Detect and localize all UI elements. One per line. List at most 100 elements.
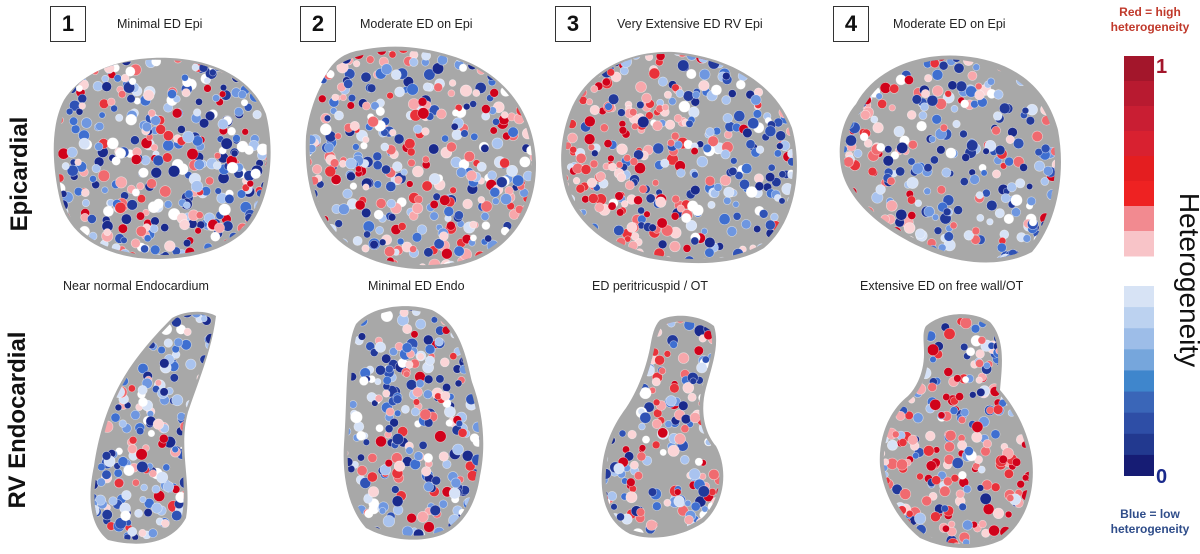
heterogeneity-dot <box>84 335 93 344</box>
heterogeneity-dot <box>147 109 156 118</box>
heterogeneity-dot <box>386 91 394 100</box>
heterogeneity-dot <box>96 477 106 487</box>
heterogeneity-dot <box>706 424 716 434</box>
heterogeneity-dot <box>355 165 363 173</box>
colorbar-max-label: 1 <box>1156 56 1168 78</box>
heterogeneity-dot <box>676 168 686 178</box>
heterogeneity-dot <box>120 236 128 244</box>
heterogeneity-dot <box>134 509 143 518</box>
heterogeneity-dot <box>912 362 922 372</box>
heterogeneity-dot <box>714 53 724 60</box>
colorbar-top-caption: Red = high heterogeneity <box>1100 5 1200 35</box>
heterogeneity-dot <box>389 418 399 428</box>
heterogeneity-dot <box>1015 178 1026 189</box>
heterogeneity-dot <box>975 358 984 368</box>
heterogeneity-dot <box>453 210 464 221</box>
heterogeneity-dot <box>612 360 620 368</box>
heterogeneity-dot <box>1025 398 1029 409</box>
colorbar-blue-segment <box>1124 433 1154 456</box>
heterogeneity-dot <box>625 491 638 504</box>
heterogeneity-dot <box>515 65 527 77</box>
heterogeneity-dot <box>257 72 267 82</box>
heterogeneity-dot <box>675 321 686 324</box>
heterogeneity-dot <box>606 68 615 77</box>
heterogeneity-dot <box>152 418 164 430</box>
heterogeneity-dot <box>992 111 1003 121</box>
heterogeneity-dot <box>865 241 873 249</box>
heterogeneity-dot <box>392 394 403 405</box>
heterogeneity-dot <box>78 102 86 110</box>
heterogeneity-dot <box>471 310 480 314</box>
heterogeneity-dot <box>114 358 124 368</box>
heterogeneity-dot <box>730 57 741 68</box>
heterogeneity-dot <box>363 494 373 504</box>
heterogeneity-dot <box>764 245 775 257</box>
heterogeneity-dot <box>1001 324 1011 334</box>
colorbar-blue-segment <box>1124 349 1154 371</box>
heterogeneity-dot <box>138 528 147 538</box>
heterogeneity-dot <box>120 333 130 344</box>
heterogeneity-dot <box>788 55 793 65</box>
heterogeneity-dot <box>459 84 473 97</box>
heterogeneity-dot <box>778 197 786 205</box>
heterogeneity-dot <box>512 174 525 187</box>
heterogeneity-dot <box>459 63 468 72</box>
heterogeneity-dot <box>605 410 617 422</box>
heterogeneity-dot <box>905 536 914 545</box>
heterogeneity-dot <box>443 50 455 56</box>
heterogeneity-dot <box>326 69 335 79</box>
heterogeneity-dot <box>167 89 177 99</box>
heterogeneity-dot <box>339 93 347 102</box>
heterogeneity-dot <box>787 171 793 179</box>
heterogeneity-dot <box>843 234 851 247</box>
heterogeneity-dot <box>113 346 126 359</box>
heterogeneity-dot <box>309 144 317 153</box>
heterogeneity-dot <box>403 370 411 378</box>
heterogeneity-dot <box>843 193 848 205</box>
heterogeneity-dot <box>481 104 491 114</box>
heterogeneity-dot <box>502 269 513 280</box>
heterogeneity-dot <box>604 102 613 111</box>
heterogeneity-dot <box>193 159 205 171</box>
heterogeneity-dot <box>1053 262 1061 270</box>
heterogeneity-dot <box>171 394 184 407</box>
heterogeneity-dot <box>999 377 1009 387</box>
heterogeneity-dot <box>460 329 468 337</box>
heterogeneity-dot <box>217 118 229 130</box>
heterogeneity-dot <box>362 438 371 446</box>
heterogeneity-dot <box>633 195 643 206</box>
heterogeneity-dot <box>883 449 886 458</box>
heterogeneity-dot <box>1005 135 1015 145</box>
heterogeneity-dot <box>164 240 176 252</box>
heterogeneity-dot <box>911 162 924 175</box>
heterogeneity-dot <box>312 62 320 70</box>
heterogeneity-dot <box>883 324 887 336</box>
heterogeneity-dot <box>95 361 104 370</box>
heterogeneity-dot <box>429 211 439 221</box>
heterogeneity-dot <box>386 198 396 209</box>
heterogeneity-dot <box>406 83 419 96</box>
heterogeneity-dot <box>919 305 930 316</box>
heterogeneity-dot <box>206 492 214 502</box>
heterogeneity-dot <box>89 175 97 183</box>
heterogeneity-dot <box>1028 339 1029 348</box>
heterogeneity-dot <box>843 223 847 233</box>
heterogeneity-dot <box>893 540 901 545</box>
heterogeneity-dot <box>755 145 765 154</box>
heterogeneity-dot <box>224 194 235 205</box>
heterogeneity-dot <box>319 123 332 136</box>
heterogeneity-dot <box>765 172 776 183</box>
heterogeneity-dot <box>787 255 793 260</box>
heterogeneity-dot <box>194 436 204 446</box>
heterogeneity-dot <box>1040 61 1051 72</box>
heterogeneity-dot <box>241 128 249 136</box>
heterogeneity-dot <box>400 404 410 414</box>
heterogeneity-dot <box>186 148 199 161</box>
heterogeneity-dot <box>252 109 262 120</box>
heterogeneity-dot <box>748 253 760 260</box>
heterogeneity-dot <box>843 185 847 196</box>
heterogeneity-dot <box>251 237 263 248</box>
heterogeneity-dot <box>70 124 81 134</box>
heterogeneity-dot <box>244 75 254 85</box>
